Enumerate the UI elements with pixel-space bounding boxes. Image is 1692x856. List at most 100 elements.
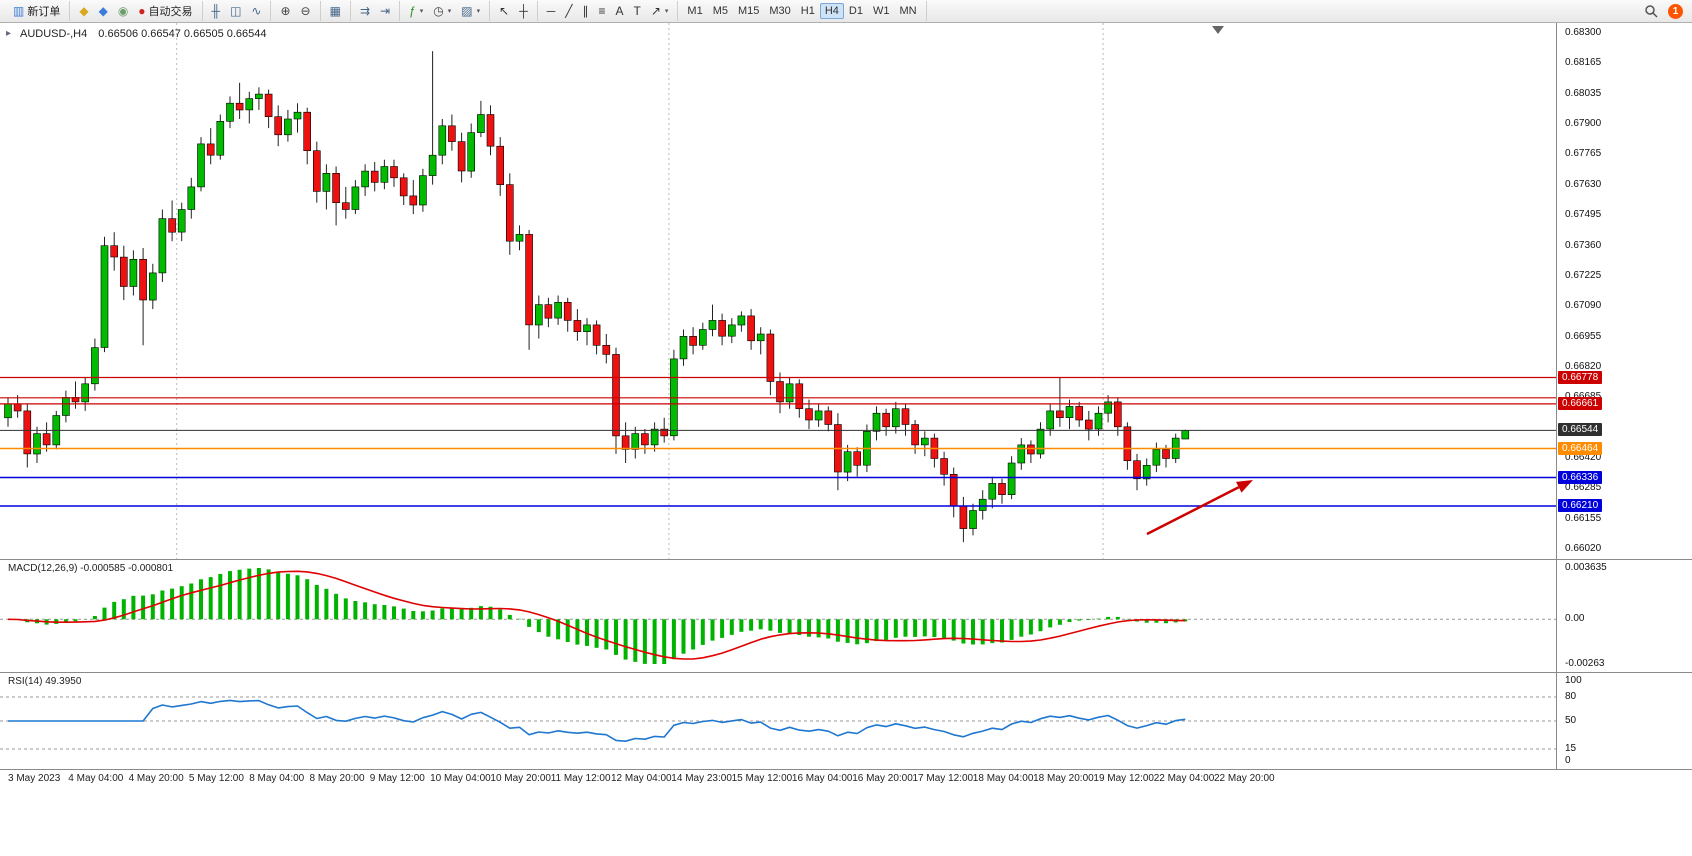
macd-axis-label: 0.00 (1565, 613, 1585, 625)
bar-chart-button[interactable]: ╫ (207, 3, 226, 19)
timeframe-m15-button-label: M15 (737, 5, 760, 17)
macd-canvas[interactable] (0, 560, 1556, 672)
price-axis-label: 0.66285 (1565, 482, 1602, 494)
toolbar-group-windows: ▦ (321, 1, 351, 21)
timeframe-m1-button[interactable]: M1 (682, 3, 707, 19)
zoom-in-button[interactable]: ⊕ (275, 3, 295, 19)
toolbar-group-objects: ─ ╱ ∥ ≡ A T ↗ ▾ (538, 1, 679, 21)
price-tag: 0.66778 (1558, 370, 1603, 384)
price-axis-label: 0.66155 (1565, 512, 1602, 524)
periods-button[interactable]: ◷ ▾ (428, 3, 456, 19)
rsi-canvas[interactable] (0, 673, 1556, 769)
macd-axis-label: -0.00263 (1565, 658, 1605, 669)
timeframe-mn-button[interactable]: MN (894, 3, 921, 19)
time-axis-label: 11 May 12:00 (550, 773, 611, 784)
trendline-button[interactable]: ╱ (560, 3, 577, 19)
rsi-label: RSI(14) 49.3950 (8, 676, 82, 687)
horizontal-line-objects[interactable] (0, 376, 1556, 507)
macd-indicator-panel: MACD(12,26,9) -0.000585 -0.000801 0.0036… (0, 560, 1692, 673)
autotrading-button-label: 自动交易 (148, 6, 193, 18)
autotrading-button[interactable]: ● 自动交易 (133, 1, 197, 21)
tile-windows-button[interactable]: ▦ (325, 3, 346, 19)
toolbar-group-pointer: ↖ ┼ (490, 1, 538, 21)
chart-shift-marker[interactable] (1212, 26, 1224, 34)
timeframe-h4-button[interactable]: H4 (819, 3, 844, 19)
one-click-trading-toggle[interactable]: ▸ (6, 28, 12, 39)
rsi-indicator-panel: RSI(14) 49.3950 100 80 50 15 0 (0, 673, 1692, 770)
price-axis-label: 0.67900 (1565, 118, 1602, 130)
timeframe-h4-button-label: H4 (824, 5, 839, 17)
time-axis-label: 4 May 20:00 (128, 773, 184, 784)
chart-shift-button[interactable]: ⇥ (375, 3, 395, 19)
new-order-icon: ▥ (13, 4, 25, 18)
timeframe-w1-button[interactable]: W1 (868, 3, 895, 19)
time-axis-label: 8 May 04:00 (249, 773, 305, 784)
timeframe-m5-button-label: M5 (712, 5, 728, 17)
line-chart-icon: ∿ (251, 4, 262, 18)
price-axis-label: 0.67630 (1565, 178, 1602, 190)
rsi-axis-label: 15 (1565, 743, 1577, 754)
search-button[interactable] (1639, 2, 1663, 20)
equidistant-channel-button[interactable]: ∥ (577, 3, 593, 19)
time-axis[interactable]: 3 May 2023 4 May 04:00 4 May 20:00 5 May 12… (0, 770, 1692, 790)
notifications-badge[interactable]: 1 (1668, 3, 1683, 19)
price-axis-label: 0.68165 (1565, 57, 1602, 69)
metaeditor-button[interactable]: ◆ (74, 3, 93, 19)
macd-axis[interactable]: 0.003635 0.00 -0.00263 (1556, 560, 1692, 672)
toolbar-group-order: ▥ 新订单 (4, 1, 71, 21)
mql5-community-button[interactable]: ◉ (113, 3, 133, 19)
text-label-button[interactable]: T (628, 3, 645, 19)
price-axis-label: 0.67225 (1565, 269, 1602, 281)
price-axis[interactable]: 0.68300 0.68165 0.68035 0.67900 0.67765 0.676… (1556, 23, 1692, 559)
price-tag: 0.66336 (1558, 470, 1603, 484)
market-watch-button[interactable]: ◆ (94, 3, 113, 19)
price-chart-panel: ▸ AUDUSD-,H4 0.66506 0.66547 0.66505 0.6… (0, 23, 1692, 560)
bar-chart-icon: ╫ (211, 4, 221, 18)
horizontal-line-icon: ─ (546, 4, 556, 18)
timeframe-m30-button-label: M30 (769, 5, 791, 17)
timeframe-m15-button[interactable]: M15 (733, 3, 764, 19)
timeframe-m5-button[interactable]: M5 (708, 3, 733, 19)
price-axis-label: 0.66685 (1565, 392, 1601, 402)
symbol-name: AUDUSD-,H4 (20, 28, 88, 40)
chevron-down-icon: ▾ (476, 8, 481, 15)
timeframe-m30-button[interactable]: M30 (764, 3, 795, 19)
zoom-out-button[interactable]: ⊖ (296, 3, 316, 19)
main-chart-canvas[interactable] (0, 23, 1556, 559)
timeframe-h1-button-label: H1 (800, 5, 815, 17)
fibonacci-button[interactable]: ≡ (593, 3, 610, 19)
toolbar-group-chart-config: ƒ ▾ ◷ ▾ ▨ ▾ (400, 1, 491, 21)
candlestick-chart-icon: ◫ (230, 4, 242, 18)
rsi-axis[interactable]: 100 80 50 15 0 (1556, 673, 1692, 769)
price-tag: 0.66210 (1558, 499, 1603, 512)
price-tag: 0.66661 (1558, 396, 1603, 410)
new-order-button[interactable]: ▥ 新订单 (8, 1, 65, 21)
new-order-button-label: 新订单 (27, 6, 61, 18)
price-axis-label: 0.66020 (1565, 543, 1602, 554)
search-icon (1645, 5, 1658, 18)
autotrading-icon: ● (138, 4, 146, 18)
time-axis-label: 12 May 04:00 (611, 773, 672, 784)
channel-icon: ∥ (582, 4, 589, 18)
text-button[interactable]: A (610, 3, 628, 19)
timeframe-d1-button[interactable]: D1 (844, 3, 868, 19)
cursor-arrow-icon: ↖ (499, 4, 510, 18)
indicators-button[interactable]: ƒ ▾ (404, 3, 428, 19)
auto-scroll-button[interactable]: ⇉ (355, 3, 375, 19)
rsi-axis-label: 0 (1565, 755, 1571, 766)
timeframe-h1-button[interactable]: H1 (796, 3, 820, 19)
arrows-button[interactable]: ↗ ▾ (646, 3, 674, 19)
cursor-button[interactable]: ↖ (494, 3, 514, 19)
macd-signal-line (7, 570, 1186, 660)
time-axis-label: 19 May 12:00 (1093, 773, 1154, 784)
horizontal-line-button[interactable]: ─ (542, 3, 561, 19)
trend-arrow-annotation[interactable] (1146, 480, 1253, 536)
crosshair-button[interactable]: ┼ (514, 3, 533, 19)
price-axis-label: 0.68035 (1565, 87, 1602, 99)
timeframe-d1-button-label: D1 (848, 5, 863, 17)
templates-button[interactable]: ▨ ▾ (456, 3, 485, 19)
time-axis-label: 10 May 20:00 (490, 773, 551, 784)
time-axis-label: 9 May 12:00 (369, 773, 425, 784)
candlestick-chart-button[interactable]: ◫ (225, 3, 246, 19)
line-chart-button[interactable]: ∿ (246, 3, 266, 19)
